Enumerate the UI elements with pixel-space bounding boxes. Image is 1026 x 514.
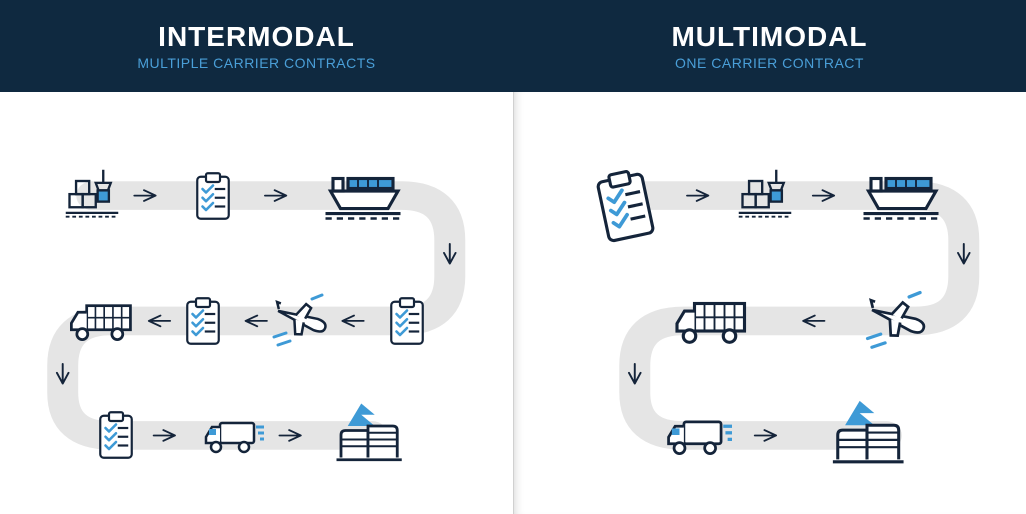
right-title: MULTIMODAL <box>671 21 867 53</box>
content-row <box>0 92 1026 514</box>
loading-icon <box>735 166 795 226</box>
header-right: MULTIMODAL ONE CARRIER CONTRACT <box>513 0 1026 92</box>
plane-icon <box>861 286 931 356</box>
left-subtitle: MULTIPLE CARRIER CONTRACTS <box>137 55 375 71</box>
diagram-multimodal <box>538 124 1003 482</box>
truck-big-icon <box>67 286 137 356</box>
building-icon <box>828 396 906 474</box>
right-subtitle: ONE CARRIER CONTRACT <box>675 55 864 71</box>
ship-icon <box>323 156 403 236</box>
clipboard-icon <box>175 293 231 349</box>
left-title: INTERMODAL <box>158 21 355 53</box>
van-icon <box>662 400 732 470</box>
clipboard-icon <box>379 293 435 349</box>
building-icon <box>332 399 404 471</box>
plane-icon <box>268 289 332 353</box>
clipboard-icon <box>88 407 144 463</box>
panel-multimodal <box>513 92 1026 514</box>
clipboard-big-icon <box>585 165 665 245</box>
header-left: INTERMODAL MULTIPLE CARRIER CONTRACTS <box>0 0 513 92</box>
clipboard-icon <box>185 168 241 224</box>
truck-big-icon <box>672 281 752 361</box>
header-bar: INTERMODAL MULTIPLE CARRIER CONTRACTS MU… <box>0 0 1026 92</box>
van-icon <box>200 403 264 467</box>
loading-icon <box>62 166 122 226</box>
panel-intermodal <box>0 92 513 514</box>
diagram-intermodal <box>24 124 489 482</box>
ship-icon <box>861 156 941 236</box>
